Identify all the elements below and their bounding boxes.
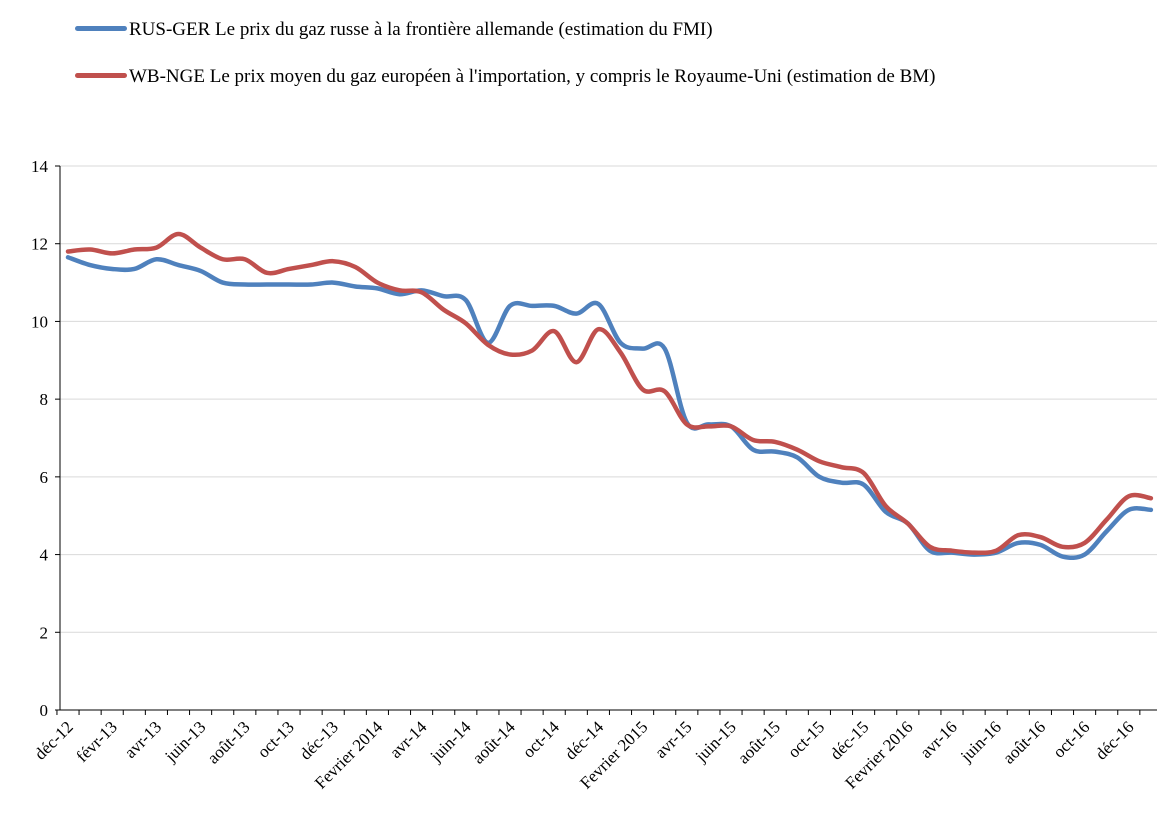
x-tick-label: août-16 [999,717,1049,767]
y-tick-label: 14 [31,157,49,176]
x-tick-label: oct-13 [254,717,298,761]
x-tick-label: août-13 [203,717,253,767]
legend-swatch [75,26,127,32]
y-tick-label: 0 [40,701,49,720]
y-tick-label: 10 [31,312,48,331]
y-tick-label: 8 [40,390,49,409]
x-tick-label: juin-13 [161,717,210,766]
y-tick-label: 2 [40,623,49,642]
series-line [65,231,1154,556]
legend-label: RUS-GER Le prix du gaz russe à la fronti… [129,19,713,40]
x-tick-label: avr-13 [121,717,166,762]
x-tick-label: juin-14 [426,717,475,766]
x-tick-label: févr-13 [72,717,121,766]
x-tick-label: juin-15 [691,717,740,766]
x-tick-label: avr-16 [916,717,961,762]
x-tick-label: oct-15 [784,717,828,761]
x-tick-label: avr-15 [651,717,696,762]
x-tick-label: oct-14 [519,717,563,761]
x-tick-label: déc-16 [1091,717,1137,763]
legend-label: WB-NGE Le prix moyen du gaz européen à l… [129,66,936,87]
x-tick-label: avr-14 [386,717,431,762]
legend-swatch [75,73,127,79]
x-tick-label: oct-16 [1049,717,1093,761]
series-line [65,255,1154,560]
x-tick-label: déc-12 [31,717,77,763]
x-tick-label: août-15 [734,717,784,767]
legend-entry: RUS-GER Le prix du gaz russe à la fronti… [75,17,1157,43]
x-tick-label: juin-16 [956,717,1005,766]
y-tick-label: 4 [40,546,49,565]
y-tick-label: 12 [31,235,48,254]
x-tick-label: août-14 [469,717,520,768]
y-tick-label: 6 [40,468,49,487]
legend-entry: WB-NGE Le prix moyen du gaz européen à l… [75,64,1157,90]
